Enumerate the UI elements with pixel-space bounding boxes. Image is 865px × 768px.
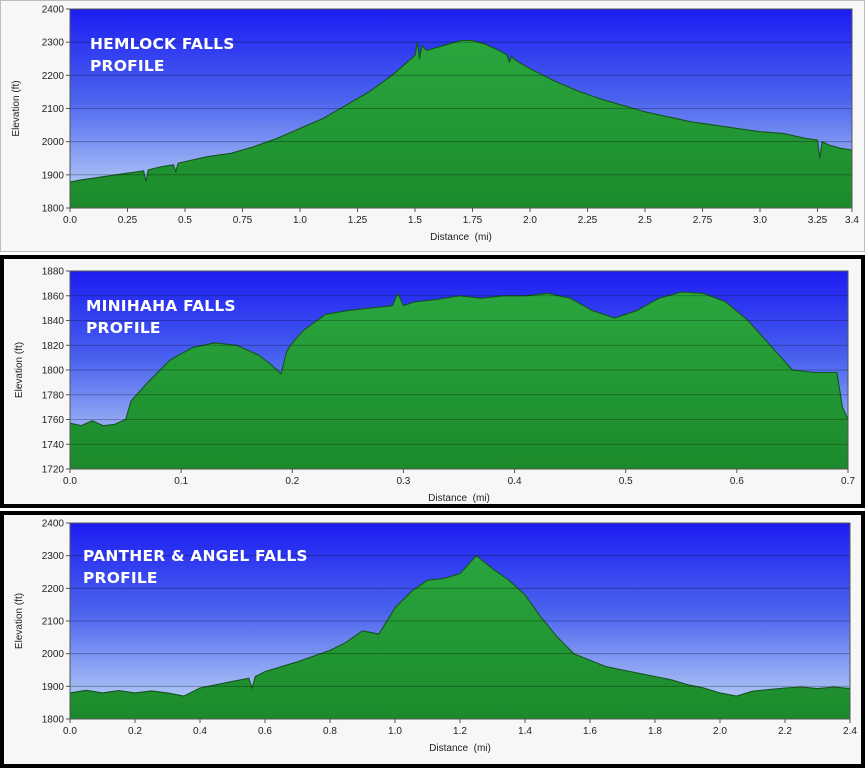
panther-angel-falls-chart: 1800 1900 2000 2100 2200 2300 2400 0.0 0.2 0.4 0.6… [0, 511, 865, 768]
elevation-line [69, 291, 849, 427]
x-tick-label: 0.75 [233, 215, 253, 226]
chart-title-line-2: PROFILE [86, 319, 161, 337]
y-tick-label: 1880 [42, 267, 65, 278]
x-tick-label: 1.25 [348, 215, 368, 226]
y-tick-label: 2100 [42, 104, 65, 115]
x-tick-label: 0.0 [63, 476, 77, 487]
y-tick-label: 2300 [42, 38, 65, 49]
x-tick-label: 0.1 [174, 476, 188, 487]
x-tick-label: 0.3 [396, 476, 410, 487]
chart-title-line-1: MINIHAHA FALLS [86, 297, 236, 315]
y-tick-label: 1740 [42, 440, 65, 451]
y-axis-label: Elevation (ft) [14, 593, 25, 649]
x-tick-label: 0.2 [285, 476, 299, 487]
x-tick-label: 1.2 [453, 726, 467, 737]
chart-title-line-1: HEMLOCK FALLS [90, 35, 235, 53]
x-tick-label: 0.4 [193, 726, 207, 737]
y-tick-label: 1840 [42, 316, 65, 327]
x-tick-label: 0.2 [128, 726, 142, 737]
x-tick-label: 2.5 [638, 215, 652, 226]
x-tick-label: 1.0 [388, 726, 402, 737]
y-tick-label: 1900 [42, 170, 65, 181]
chart-svg: 1800 1900 2000 2100 2200 2300 2400 0.0 0.25 0.5 0.… [11, 5, 859, 244]
elevation-area [70, 40, 852, 208]
x-tick-label: 0.0 [63, 215, 77, 226]
x-tick-label: 0.0 [63, 726, 77, 737]
y-tick-label: 1720 [42, 465, 65, 476]
chart-title: HEMLOCK FALLS PROFILE [90, 33, 235, 77]
x-tick-label: 1.4 [518, 726, 532, 737]
x-tick-label: 2.25 [578, 215, 598, 226]
y-tick-label: 1800 [42, 715, 65, 726]
minihaha-falls-chart: 1720 1740 1760 1780 1800 1820 1840 1860 1880 0.0 0… [0, 255, 865, 508]
x-tick-label: 1.75 [463, 215, 483, 226]
y-tick-label: 2400 [42, 5, 65, 16]
x-tick-label: 1.8 [648, 726, 662, 737]
elevation-area [70, 292, 848, 469]
x-tick-label: 1.0 [293, 215, 307, 226]
y-tick-label: 2000 [42, 137, 65, 148]
chart-title: MINIHAHA FALLS PROFILE [86, 295, 236, 339]
y-tick-label: 1800 [42, 366, 65, 377]
elevation-line [69, 39, 853, 183]
x-tick-label: 0.25 [118, 215, 138, 226]
x-tick-label: 1.5 [408, 215, 422, 226]
x-tick-label: 0.6 [730, 476, 744, 487]
x-tick-label: 0.5 [619, 476, 633, 487]
y-tick-label: 2100 [42, 617, 65, 628]
chart-title-line-1: PANTHER & ANGEL FALLS [83, 547, 308, 565]
y-tick-label: 2200 [42, 584, 65, 595]
x-tick-label: 2.0 [523, 215, 537, 226]
x-tick-label: 3.0 [753, 215, 767, 226]
y-tick-label: 2200 [42, 71, 65, 82]
chart-title-line-2: PROFILE [83, 569, 158, 587]
y-axis-label: Elevation (ft) [11, 80, 22, 136]
chart-svg: 1720 1740 1760 1780 1800 1820 1840 1860 1880 0.0 0… [14, 267, 855, 505]
x-axis-label: Distance (mi) [428, 493, 490, 504]
y-axis-label: Elevation (ft) [14, 342, 25, 398]
hemlock-falls-chart: 1800 1900 2000 2100 2200 2300 2400 0.0 0.25 0.5 0.… [0, 0, 865, 252]
x-tick-label: 0.5 [178, 215, 192, 226]
elevation-line [69, 554, 851, 697]
x-tick-label: 3.25 [808, 215, 828, 226]
x-axis-label: Distance (mi) [429, 743, 491, 754]
x-tick-label: 0.8 [323, 726, 337, 737]
chart-title: PANTHER & ANGEL FALLS PROFILE [83, 545, 308, 589]
y-tick-label: 1900 [42, 682, 65, 693]
y-tick-label: 1820 [42, 341, 65, 352]
x-axis-label: Distance (mi) [430, 232, 492, 243]
x-tick-label: 2.4 [843, 726, 857, 737]
x-tick-label: 2.0 [713, 726, 727, 737]
x-tick-label: 3.4 [845, 215, 859, 226]
y-tick-label: 2400 [42, 519, 65, 530]
y-tick-label: 1860 [42, 291, 65, 302]
y-tick-label: 1760 [42, 415, 65, 426]
x-tick-label: 2.75 [693, 215, 713, 226]
x-tick-label: 0.4 [508, 476, 522, 487]
elevation-area [70, 555, 850, 719]
y-tick-label: 2000 [42, 649, 65, 660]
y-tick-label: 1780 [42, 390, 65, 401]
x-tick-label: 0.6 [258, 726, 272, 737]
y-tick-label: 2300 [42, 551, 65, 562]
chart-svg: 1800 1900 2000 2100 2200 2300 2400 0.0 0.2 0.4 0.6… [14, 519, 857, 755]
x-tick-label: 1.6 [583, 726, 597, 737]
x-tick-label: 0.7 [841, 476, 855, 487]
chart-title-line-2: PROFILE [90, 57, 165, 75]
x-tick-label: 2.2 [778, 726, 792, 737]
y-tick-label: 1800 [42, 204, 65, 215]
